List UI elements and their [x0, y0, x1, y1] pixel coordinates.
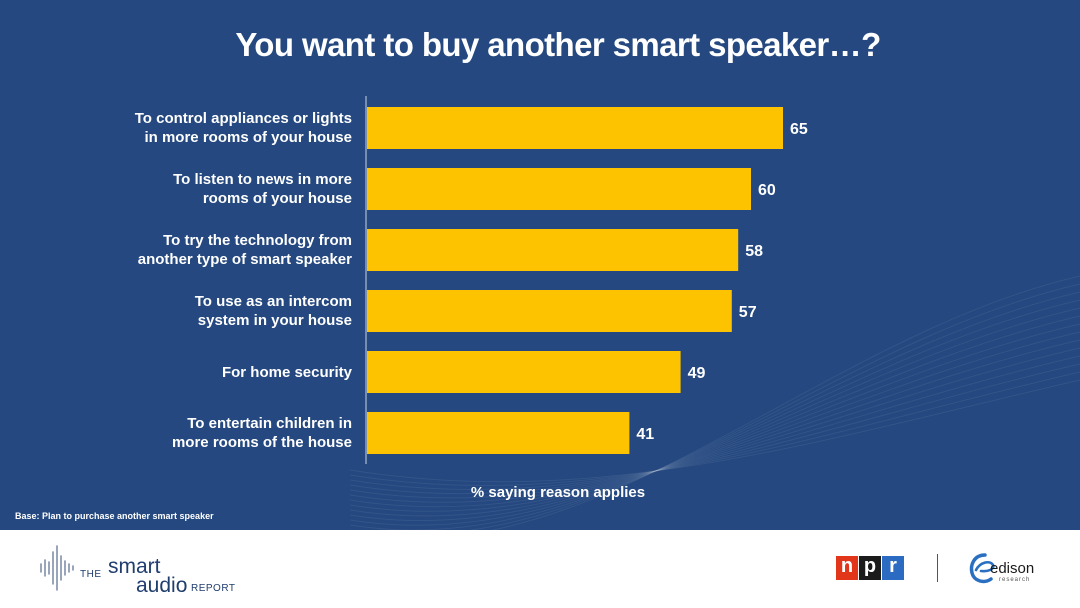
slide-background: You want to buy another smart speaker…? …	[0, 0, 1080, 530]
logo-text-smart: smart	[108, 555, 161, 578]
sound-wave-icon	[40, 545, 74, 591]
wave-line	[349, 299, 1080, 526]
category-label: To control appliances or lights in more …	[134, 110, 352, 146]
category-label: To entertain children in more rooms of t…	[171, 415, 352, 451]
data-label: 58	[745, 243, 763, 260]
wave-line	[349, 323, 1080, 512]
wave-line	[349, 307, 1080, 522]
category-label: For home security	[221, 363, 352, 381]
wave-line	[349, 379, 1080, 483]
category-label: To try the technology from another type …	[137, 232, 352, 268]
edison-swirl-icon	[969, 553, 995, 584]
wave-line	[349, 291, 1080, 530]
wave-line	[349, 363, 1080, 490]
category-label: To use as an intercom system in your hou…	[194, 293, 352, 329]
category-label: To listen to news in more rooms of your …	[173, 171, 352, 207]
base-note: Base: Plan to purchase another smart spe…	[15, 511, 214, 521]
npr-letter-p: p	[859, 556, 881, 580]
x-axis-label: % saying reason applies	[470, 484, 646, 501]
wave-line	[349, 315, 1080, 517]
edison-research-logo: edison research	[968, 552, 1048, 592]
data-label: 65	[790, 121, 808, 138]
edison-wordmark: edison	[990, 560, 1035, 577]
data-label: 60	[758, 182, 776, 199]
wave-line	[350, 283, 1080, 530]
bar	[367, 290, 732, 332]
bar	[367, 229, 739, 271]
logo-text-the: THE	[80, 569, 102, 580]
bar	[367, 412, 630, 454]
wave-line	[349, 371, 1080, 486]
wave-line	[349, 347, 1080, 499]
wave-line	[349, 339, 1080, 503]
logo-text-audio: audio	[136, 574, 188, 597]
npr-letter-n: n	[836, 556, 858, 580]
npr-logo: n p r	[836, 556, 904, 580]
data-label: 49	[688, 365, 706, 382]
bar	[367, 168, 751, 210]
bar	[367, 351, 681, 393]
npr-letter-r: r	[882, 556, 904, 580]
footer: THE smart audio REPORT n p r edison rese…	[0, 530, 1080, 608]
bar-chart: 65 60 58 57 49 41	[365, 96, 808, 464]
logo-text-report: REPORT	[191, 583, 236, 594]
wave-line	[490, 275, 1080, 530]
data-label: 41	[636, 426, 654, 443]
wave-line	[349, 331, 1080, 508]
page-title: You want to buy another smart speaker…?	[235, 26, 881, 63]
data-label: 57	[739, 304, 757, 321]
footer-divider	[937, 554, 938, 582]
wave-line	[349, 355, 1080, 495]
bar	[367, 107, 783, 149]
wave-pattern-decoration	[349, 275, 1080, 530]
smart-audio-report-logo: THE smart audio REPORT	[38, 544, 248, 597]
edison-subtext: research	[999, 577, 1031, 583]
